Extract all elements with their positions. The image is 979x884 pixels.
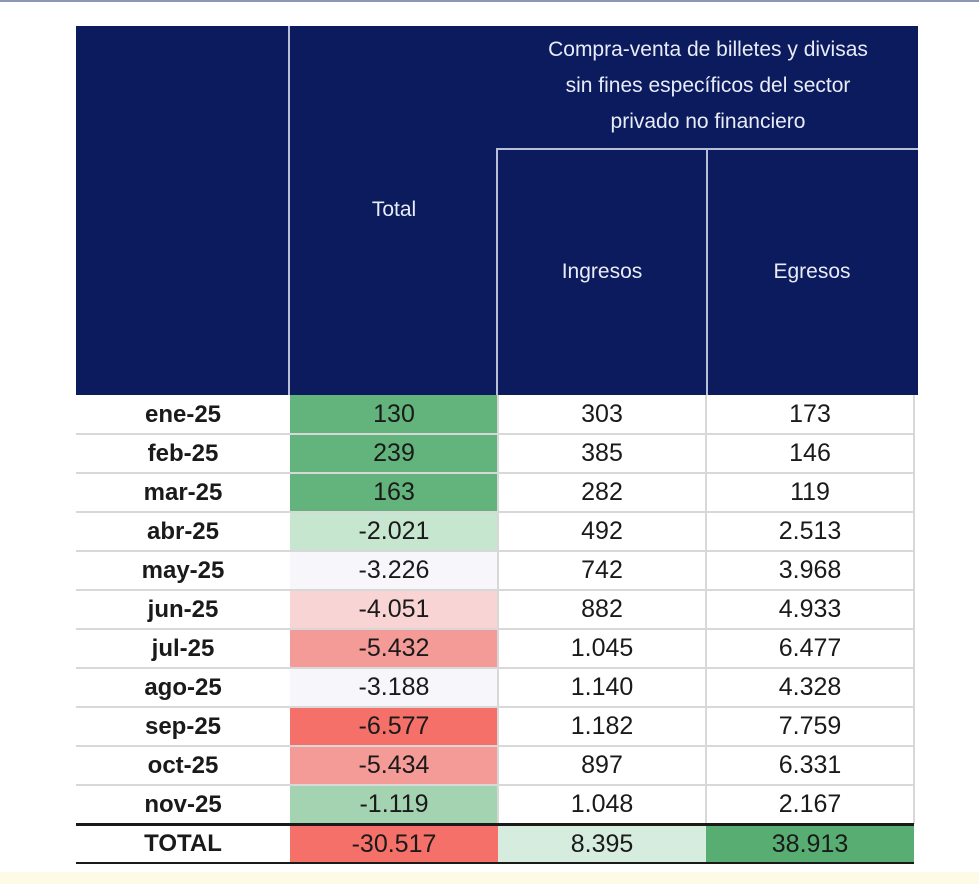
month-cell: jul-25 xyxy=(151,634,215,662)
month-cell: jun-25 xyxy=(147,595,219,623)
egresos-cell: 119 xyxy=(790,478,830,506)
total-cell: -3.226 xyxy=(290,551,498,590)
egresos-cell: 146 xyxy=(789,439,831,467)
total-row-total: -30.517 xyxy=(290,826,498,862)
month-cell: sep-25 xyxy=(144,712,222,740)
row-separator xyxy=(76,550,914,552)
month-cell: may-25 xyxy=(141,556,225,584)
total-cell: 130 xyxy=(290,395,498,434)
total-cell: -4.051 xyxy=(290,590,498,629)
row-separator xyxy=(76,784,914,786)
table-header: Compra-venta de billetes y divisas sin f… xyxy=(76,26,918,395)
header-divider-month xyxy=(288,26,290,395)
header-total: Total xyxy=(371,198,417,221)
top-border-line xyxy=(0,0,979,2)
total-row-ingresos: 8.395 xyxy=(498,826,706,862)
row-separator xyxy=(76,628,914,630)
row-separator xyxy=(76,667,914,669)
table-row: nov-25 -1.119 1.048 2.167 xyxy=(76,785,918,824)
total-cell: -5.432 xyxy=(290,629,498,668)
total-row: TOTAL -30.517 8.395 38.913 xyxy=(76,826,918,862)
row-separator xyxy=(76,589,914,591)
ingresos-cell: 1.045 xyxy=(570,634,634,662)
table-row: oct-25 -5.434 897 6.331 xyxy=(76,746,918,785)
column-separator xyxy=(913,395,915,824)
month-cell: ene-25 xyxy=(144,400,222,428)
month-cell: abr-25 xyxy=(146,517,220,545)
total-row-egresos: 38.913 xyxy=(706,826,914,862)
total-cell: -6.577 xyxy=(290,707,498,746)
row-separator xyxy=(76,511,914,513)
egresos-cell: 2.513 xyxy=(778,517,842,545)
egresos-cell: 173 xyxy=(789,400,831,428)
table-row: ago-25 -3.188 1.140 4.328 xyxy=(76,668,918,707)
total-cell: 239 xyxy=(290,434,498,473)
total-row-label: TOTAL xyxy=(144,830,222,857)
table-row: jul-25 -5.432 1.045 6.477 xyxy=(76,629,918,668)
month-cell: nov-25 xyxy=(144,790,222,818)
table-row: abr-25 -2.021 492 2.513 xyxy=(76,512,918,551)
ingresos-cell: 1.048 xyxy=(570,790,634,818)
ingresos-cell: 385 xyxy=(581,439,623,467)
header-group-title-line: sin fines específicos del sector xyxy=(565,74,851,97)
ingresos-cell: 1.140 xyxy=(570,673,634,701)
row-separator xyxy=(76,706,914,708)
total-cell: 163 xyxy=(290,473,498,512)
month-cell: feb-25 xyxy=(147,439,219,467)
total-cell: -1.119 xyxy=(290,785,498,824)
header-group-title-line: privado no financiero xyxy=(610,110,806,133)
header-divider-group xyxy=(498,148,918,150)
egresos-cell: 4.328 xyxy=(778,673,842,701)
header-divider-total-in xyxy=(496,148,498,395)
table-row: jun-25 -4.051 882 4.933 xyxy=(76,590,918,629)
row-separator xyxy=(76,433,914,435)
table-row: feb-25 239 385 146 xyxy=(76,434,918,473)
table-row: sep-25 -6.577 1.182 7.759 xyxy=(76,707,918,746)
month-cell: mar-25 xyxy=(143,478,223,506)
total-cell: -5.434 xyxy=(290,746,498,785)
total-cell: -2.021 xyxy=(290,512,498,551)
row-separator xyxy=(76,745,914,747)
egresos-cell: 3.968 xyxy=(778,556,842,584)
column-separator xyxy=(705,395,707,824)
header-group-title: Compra-venta de billetes y divisas sin f… xyxy=(498,32,918,140)
ingresos-cell: 882 xyxy=(581,595,623,623)
month-cell: ago-25 xyxy=(144,673,222,701)
header-ingresos: Ingresos xyxy=(561,260,643,283)
table-row: mar-25 163 282 119 xyxy=(76,473,918,512)
egresos-cell: 4.933 xyxy=(778,595,842,623)
ingresos-cell: 1.182 xyxy=(570,712,634,740)
egresos-cell: 6.331 xyxy=(778,751,842,779)
header-egresos: Egresos xyxy=(773,260,851,283)
egresos-cell: 6.477 xyxy=(778,634,842,662)
total-row-top-rule xyxy=(76,823,914,826)
ingresos-cell: 282 xyxy=(581,478,623,506)
bottom-band xyxy=(0,872,979,884)
ingresos-cell: 742 xyxy=(581,556,623,584)
table-row: may-25 -3.226 742 3.968 xyxy=(76,551,918,590)
month-cell: oct-25 xyxy=(147,751,219,779)
column-separator xyxy=(497,395,499,824)
table-row: ene-25 130 303 173 xyxy=(76,395,918,434)
ingresos-cell: 897 xyxy=(581,751,623,779)
row-separator xyxy=(76,472,914,474)
egresos-cell: 7.759 xyxy=(778,712,842,740)
ingresos-cell: 303 xyxy=(581,400,623,428)
total-cell: -3.188 xyxy=(290,668,498,707)
header-divider-in-out xyxy=(706,148,708,395)
egresos-cell: 2.167 xyxy=(778,790,842,818)
ingresos-cell: 492 xyxy=(581,517,623,545)
header-group-title-line: Compra-venta de billetes y divisas xyxy=(548,38,868,61)
table-bottom-rule xyxy=(76,862,914,864)
